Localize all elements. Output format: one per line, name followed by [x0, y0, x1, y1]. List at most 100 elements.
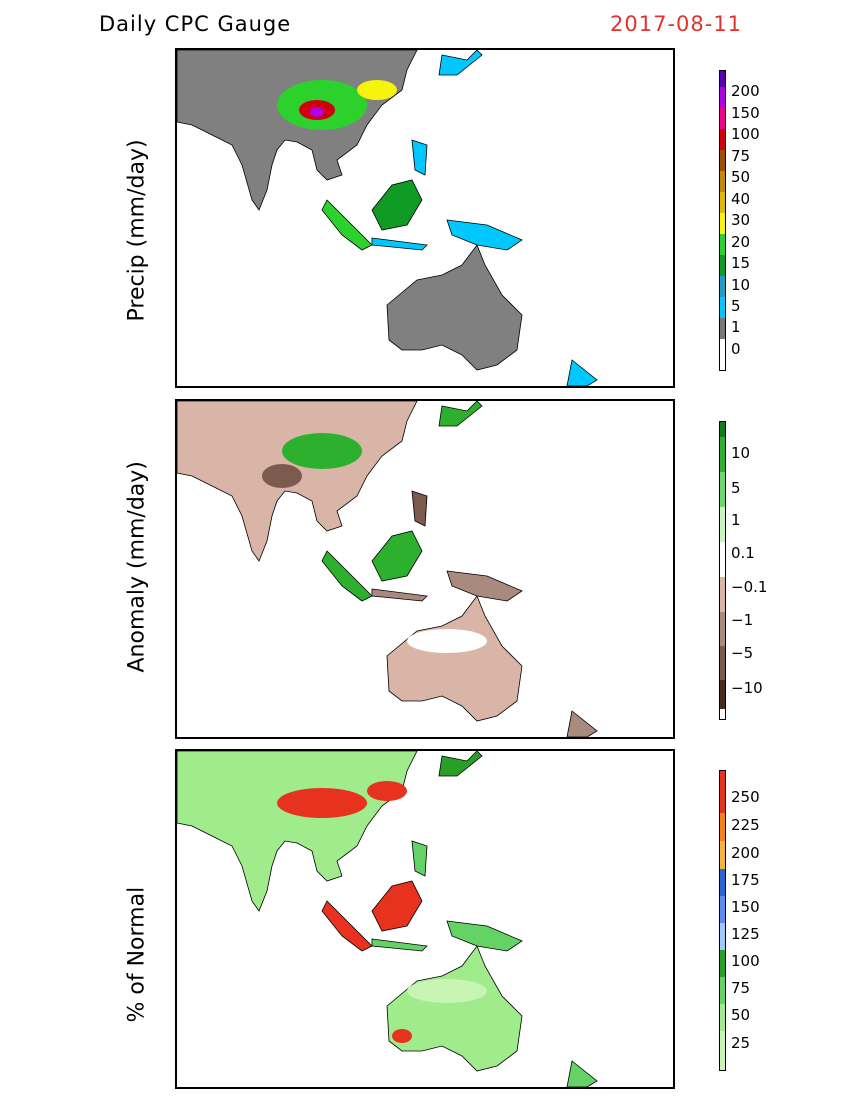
philippines-landmass [411, 490, 428, 527]
precip-color-swatch [720, 87, 725, 108]
precip-color-swatch [720, 150, 725, 171]
anomaly-tick-label: −1 [731, 611, 754, 629]
new-guinea-landmass [446, 570, 523, 602]
new-zealand-landmass [566, 359, 598, 386]
precip-tick-label: 30 [731, 211, 751, 229]
borneo-landmass [371, 530, 423, 582]
precip-axis-label: Precip (mm/day) [124, 139, 150, 322]
percent-color-swatch [720, 771, 725, 785]
new-guinea-landmass [446, 219, 523, 251]
percent-axis-label: % of Normal [124, 886, 150, 1023]
percent-color-swatch [720, 813, 725, 841]
above-normal-region [392, 1029, 412, 1043]
above-normal-region [367, 781, 407, 801]
percent-tick-label: 100 [731, 952, 760, 970]
percent-tick-label: 175 [731, 871, 760, 889]
philippines-landmass [411, 840, 428, 877]
new-zealand-landmass [566, 710, 598, 737]
asia-landmass [177, 751, 418, 912]
percent-color-swatch [720, 896, 725, 923]
sumatra-landmass [321, 900, 373, 952]
percent-colorbar [719, 770, 726, 1071]
anomaly-map [177, 401, 598, 737]
percent-color-swatch [720, 950, 725, 977]
percent-tick-label: 75 [731, 979, 751, 997]
percent-tick-label: 150 [731, 898, 760, 916]
precip-color-swatch [720, 129, 725, 150]
japan-landmass [438, 751, 483, 777]
new-zealand-landmass [566, 1060, 598, 1087]
japan-landmass [438, 401, 483, 427]
precip-tick-label: 100 [731, 125, 760, 143]
philippines-landmass [411, 139, 428, 176]
australia-landmass [386, 244, 523, 371]
percent-color-swatch [720, 923, 725, 950]
precip-map-panel [175, 48, 675, 388]
asia-landmass [177, 50, 418, 211]
precip-color-swatch [720, 108, 725, 129]
precip-tick-label: 40 [731, 190, 751, 208]
percent-color-swatch [720, 1004, 725, 1031]
anomaly-color-swatch [720, 507, 725, 542]
percent-color-swatch [720, 841, 725, 869]
anomaly-tick-label: 10 [731, 444, 751, 462]
percent-color-swatch [720, 977, 725, 1004]
precip-tick-label: 20 [731, 233, 751, 251]
above-normal-region [277, 788, 367, 818]
anomaly-color-swatch [720, 472, 725, 507]
date-label: 2017-08-11 [610, 12, 743, 36]
precip-color-swatch [720, 276, 725, 297]
borneo-landmass [371, 880, 423, 932]
anomaly-axis-label: Anomaly (mm/day) [124, 461, 150, 673]
precip-tick-label: 200 [731, 82, 760, 100]
precip-tick-label: 10 [731, 276, 751, 294]
precip-color-swatch [720, 255, 725, 276]
japan-landmass [438, 50, 483, 76]
anomaly-tick-label: −10 [731, 679, 763, 697]
anomaly-tick-label: −0.1 [731, 578, 768, 596]
precip-tick-label: 75 [731, 147, 751, 165]
precip-map [177, 50, 598, 386]
java-landmass [371, 588, 428, 602]
percent-tick-label: 250 [731, 788, 760, 806]
precip-tick-label: 15 [731, 254, 751, 272]
anomaly-tick-label: 1 [731, 511, 741, 529]
australia-landmass [386, 945, 523, 1072]
anomaly-tick-label: 5 [731, 479, 741, 497]
percent-tick-label: 25 [731, 1034, 751, 1052]
percent-map [177, 751, 598, 1087]
precip-tick-label: 0 [731, 340, 741, 358]
java-landmass [371, 237, 428, 251]
precip-color-swatch [720, 213, 725, 234]
precip-colorbar [719, 70, 726, 371]
anomaly-color-swatch [720, 646, 725, 680]
precip-color-swatch [720, 297, 725, 318]
precip-tick-label: 1 [731, 318, 741, 336]
product-title: Daily CPC Gauge [99, 12, 292, 36]
sumatra-landmass [321, 199, 373, 251]
precip-color-swatch [720, 192, 725, 213]
precip-color-swatch [720, 71, 725, 87]
extreme-rain-core [310, 107, 324, 117]
precip-color-swatch [720, 318, 725, 339]
anomaly-colorbar [719, 421, 726, 720]
precip-tick-label: 50 [731, 168, 751, 186]
precip-color-swatch [720, 171, 725, 192]
wet-anomaly-region [282, 433, 362, 469]
percent-tick-label: 50 [731, 1006, 751, 1024]
anomaly-color-swatch [720, 612, 725, 646]
borneo-landmass [371, 179, 423, 231]
dry-anomaly-region [262, 464, 302, 488]
anomaly-tick-label: −5 [731, 644, 754, 662]
sumatra-landmass [321, 550, 373, 602]
anomaly-map-panel [175, 399, 675, 739]
below-normal-region [407, 979, 487, 1003]
precip-color-swatch [720, 234, 725, 255]
java-landmass [371, 938, 428, 952]
new-guinea-landmass [446, 920, 523, 952]
percent-tick-label: 125 [731, 925, 760, 943]
precip-tick-label: 5 [731, 297, 741, 315]
percent-color-swatch [720, 869, 725, 896]
percent-tick-label: 200 [731, 844, 760, 862]
rain-region-china [357, 80, 397, 100]
